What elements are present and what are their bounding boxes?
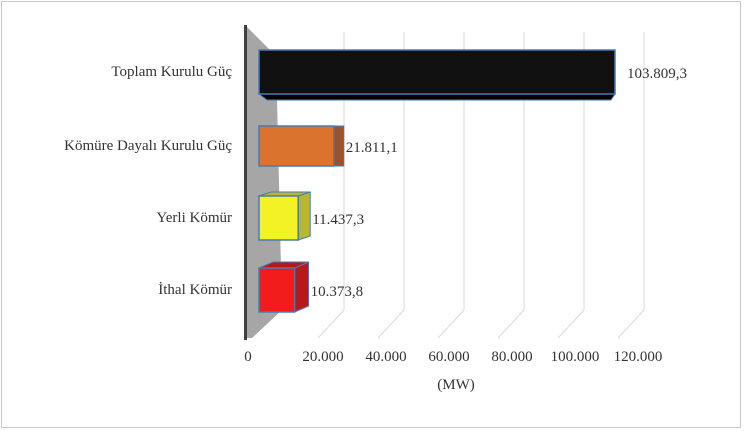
bar-front [258,267,296,313]
category-label: Yerli Kömür [156,210,232,226]
gridline-floor [497,309,525,339]
data-label: 11.437,3 [312,212,364,228]
bar-0: 103.809,3 [257,49,687,101]
x-tick-label: 40.000 [365,349,406,365]
x-tick-label: 0 [244,349,252,365]
category-label: İthal Kömür [158,282,232,298]
x-tick-label: 100.000 [551,349,600,365]
bar-front [258,195,299,241]
data-label: 103.809,3 [627,66,687,82]
data-label: 21.811,1 [346,140,398,156]
bar-side [297,191,311,241]
bar-2: 11.437,3 [258,191,364,241]
gridline-floor [317,309,345,339]
x-axis-title: (MW) [437,377,475,393]
bar-side [333,125,345,167]
category-label: Kömüre Dayalı Kurulu Güç [64,138,232,154]
x-tick-label: 60.000 [428,349,469,365]
category-labels: Toplam Kurulu Güç Kömüre Dayalı Kurulu Gü… [64,64,232,298]
bar-1: 21.811,1 [258,125,398,167]
chart-back-wall [245,25,282,338]
gridline-floor [557,309,585,339]
category-label: Toplam Kurulu Güç [111,64,232,80]
gridline-floor [617,309,645,339]
bar-front [258,49,616,95]
x-tick-label: 20.000 [302,349,343,365]
bar-side [294,261,310,313]
gridline-floor [437,309,465,339]
bars: 103.809,3 21.811,1 11.437,3 10.373,8 [257,49,687,313]
x-tick-labels: 0 20.000 40.000 60.000 80.000 100.000 120.000 [244,349,662,365]
x-tick-label: 80.000 [491,349,532,365]
x-tick-label: 120.000 [614,349,663,365]
data-label: 10.373,8 [311,284,364,300]
gridline-floor [377,309,405,339]
bar-bottom [257,93,616,101]
bar-front [258,125,335,167]
bar-3: 10.373,8 [258,261,364,313]
